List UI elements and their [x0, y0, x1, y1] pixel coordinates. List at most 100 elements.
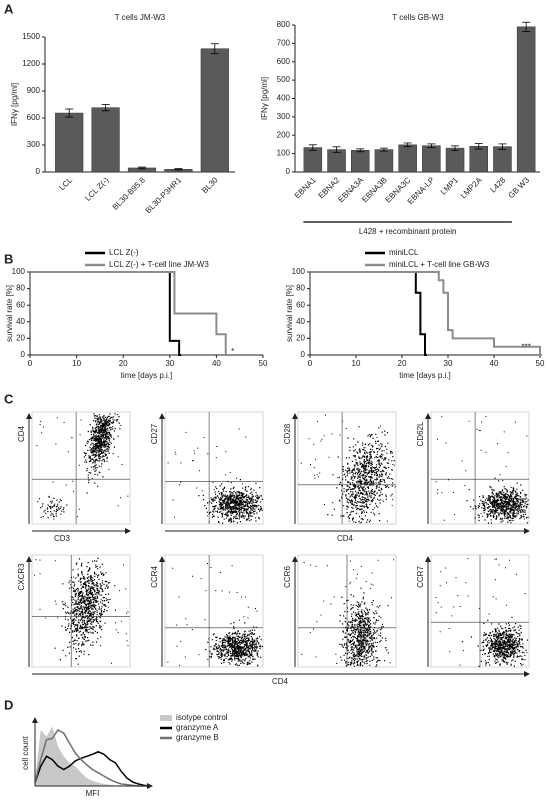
- y-tick-label: 100: [277, 149, 291, 158]
- panel-label: D: [4, 697, 13, 712]
- dot-cloud: [167, 563, 263, 667]
- dot-cloud: [301, 559, 395, 667]
- y-axis-label: survival rate [%]: [5, 285, 14, 342]
- x-axis-label: CD4: [337, 534, 354, 543]
- bar: [469, 146, 489, 173]
- dot-cloud: [435, 416, 529, 524]
- x-tick-label: BL30-P3HR1: [144, 175, 184, 215]
- bar: [55, 112, 84, 173]
- y-tick-label: 80: [16, 284, 25, 293]
- dot-cloud: [36, 413, 129, 520]
- x-tick-label: 40: [212, 359, 221, 368]
- y-tick-label: 600: [277, 57, 291, 66]
- plot-frame: [297, 411, 397, 525]
- y-tick-label: 20: [16, 334, 25, 343]
- y-tick-label: 0: [301, 350, 306, 359]
- chart-title: T cells GB-W3: [392, 13, 444, 22]
- y-tick-label: 1200: [22, 59, 40, 68]
- x-tick-label: 50: [536, 359, 545, 368]
- x-tick-label: 10: [352, 359, 361, 368]
- legend-label: LCL Z(-): [109, 248, 139, 257]
- y-axis-label: CXCR3: [17, 563, 26, 591]
- y-axis-label: IFNγ [pg/ml]: [260, 77, 269, 120]
- y-tick-label: 40: [16, 317, 25, 326]
- y-tick-label: 1500: [22, 32, 40, 41]
- y-tick-label: 700: [277, 38, 291, 47]
- survival-curve: [310, 271, 427, 356]
- x-tick-label: EBNA1: [293, 175, 318, 200]
- y-axis-label: CCR6: [283, 566, 292, 588]
- bar: [445, 147, 465, 173]
- y-tick-label: 100: [12, 267, 26, 276]
- annotation: *: [231, 347, 234, 356]
- x-tick-label: 30: [165, 359, 174, 368]
- y-axis-label: CD28: [283, 423, 292, 444]
- histogram-line: [34, 728, 150, 787]
- y-axis-label: IFNγ [pg/ml]: [10, 83, 19, 126]
- survival-curve: [30, 271, 228, 356]
- x-tick-label: 20: [398, 359, 407, 368]
- y-axis-label: CCR4: [150, 566, 159, 588]
- y-tick-label: 60: [296, 300, 305, 309]
- y-axis-label: CD62L: [416, 421, 425, 446]
- y-tick-label: 900: [27, 86, 41, 95]
- y-tick-label: 20: [296, 334, 305, 343]
- legend-label: LCL Z(-) + T-cell line JM-W3: [109, 260, 209, 269]
- y-tick-label: 0: [21, 350, 26, 359]
- y-tick-label: 800: [277, 20, 291, 29]
- bar: [516, 26, 536, 173]
- plot-frame: [164, 411, 264, 525]
- legend-label: miniLCL: [389, 248, 419, 257]
- bar: [350, 150, 370, 173]
- x-axis-label: CD4: [272, 677, 289, 686]
- x-tick-label: BL30: [200, 175, 220, 195]
- legend-label: isotype control: [176, 713, 228, 722]
- histogram-area: [35, 726, 150, 786]
- legend-label: granzyme B: [176, 733, 219, 742]
- annotation: L428 + recombinant protein: [359, 227, 457, 236]
- annotation: ***: [522, 343, 531, 352]
- x-tick-label: LMP1: [439, 175, 461, 197]
- x-axis-label: MFI: [86, 789, 100, 798]
- x-tick-label: 50: [259, 359, 268, 368]
- x-tick-label: L428: [488, 175, 507, 194]
- x-tick-label: LCL Z(-): [83, 175, 110, 202]
- x-tick-label: 20: [119, 359, 128, 368]
- x-tick-label: 10: [72, 359, 81, 368]
- panel-label: C: [4, 391, 14, 406]
- bar: [398, 144, 417, 173]
- y-axis-label: CCR7: [416, 566, 425, 588]
- dot-cloud: [300, 414, 396, 524]
- y-axis-label: survival rate [%]: [285, 285, 294, 342]
- x-tick-label: 0: [308, 359, 313, 368]
- bar: [422, 145, 441, 173]
- y-axis-label: cell count: [21, 735, 30, 770]
- legend-label: miniLCL + T-cell line GB-W3: [389, 260, 490, 269]
- y-tick-label: 500: [277, 75, 291, 84]
- panel-label: A: [4, 1, 14, 16]
- plot-frame: [164, 554, 264, 668]
- y-tick-label: 300: [277, 112, 291, 121]
- y-tick-label: 80: [296, 284, 305, 293]
- x-tick-label: 30: [444, 359, 453, 368]
- survival-curve: [30, 271, 182, 356]
- chart-title: T cells JM-W3: [115, 13, 166, 22]
- histogram-line: [34, 750, 151, 787]
- bar: [303, 147, 323, 173]
- x-axis-label: time [days p.i.]: [121, 371, 173, 380]
- y-tick-label: 400: [277, 94, 291, 103]
- x-tick-label: GB W3: [506, 175, 531, 200]
- y-tick-label: 0: [36, 167, 41, 176]
- survival-curve: [310, 271, 542, 356]
- bar: [327, 149, 346, 173]
- y-tick-label: 60: [16, 300, 25, 309]
- y-tick-label: 100: [292, 267, 306, 276]
- legend-label: granzyme A: [176, 723, 219, 732]
- x-axis-label: CD3: [54, 534, 71, 543]
- x-axis-label: time [days p.i.]: [399, 371, 451, 380]
- y-axis-label: CD4: [17, 425, 26, 442]
- bar: [374, 149, 394, 173]
- y-tick-label: 600: [27, 113, 41, 122]
- x-tick-label: 0: [28, 359, 33, 368]
